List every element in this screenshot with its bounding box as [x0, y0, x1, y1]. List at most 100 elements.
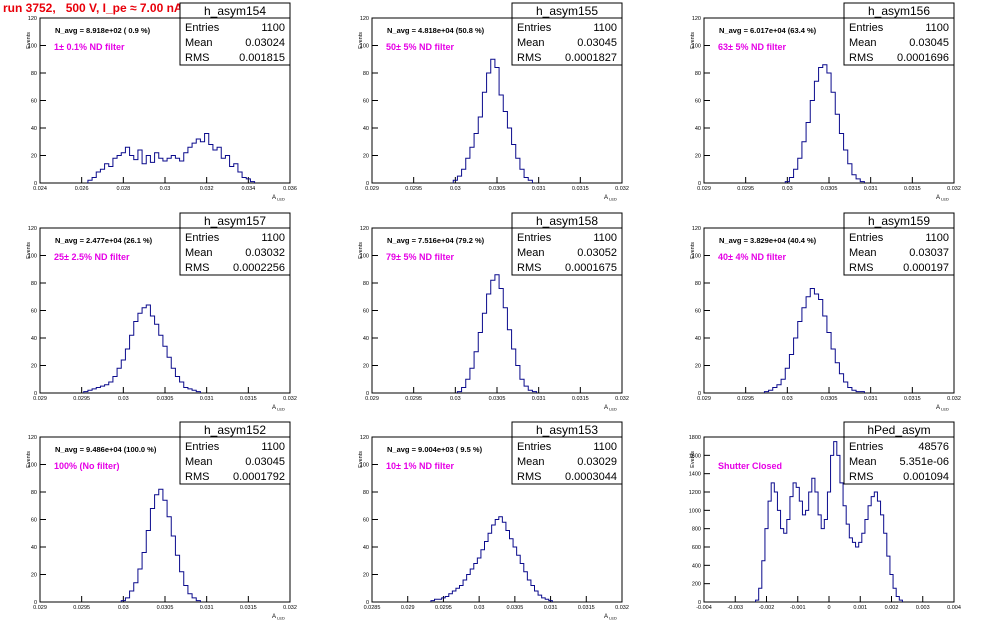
stats-rms-value: 0.0003044	[565, 471, 617, 483]
navg-label: N_avg = 2.477e+04 (26.1 %)	[55, 236, 153, 245]
stats-mean-label: Mean	[185, 247, 213, 259]
x-axis-subscript: LED	[608, 616, 617, 621]
stats-rms-label: RMS	[849, 471, 873, 483]
histogram-line	[784, 64, 865, 183]
stats-title: h_asym159	[868, 214, 930, 228]
stats-mean-value: 0.03045	[245, 456, 285, 468]
y-tick-label: 800	[692, 527, 701, 533]
stats-mean-label: Mean	[849, 37, 877, 49]
y-tick-label: 100	[360, 44, 369, 50]
x-tick-label: 0.034	[241, 186, 255, 192]
stats-entries-label: Entries	[185, 232, 220, 244]
stats-box	[511, 212, 623, 276]
y-tick-label: 1400	[689, 472, 701, 478]
histogram-panel-hPed_asym: 0 200 400 600 800 1000 1200 1400 1600 1800 -0.004 -…	[689, 421, 961, 611]
x-tick-label: 0.0315	[240, 605, 257, 611]
x-axis-subscript: LED	[276, 407, 285, 412]
x-tick-label: 0.031	[200, 605, 214, 611]
x-tick-label: -0.001	[790, 605, 806, 611]
stats-mean-value: 0.03037	[909, 247, 949, 259]
x-tick-label: 0.003	[916, 605, 930, 611]
y-axis-title: Events	[358, 32, 364, 49]
y-axis-title: Events	[26, 242, 32, 259]
x-tick-label: 0.03	[118, 396, 129, 402]
y-tick-label: 120	[360, 226, 369, 232]
stats-entries-value: 1100	[593, 22, 617, 34]
stats-entries-label: Entries	[185, 441, 220, 453]
stats-mean-label: Mean	[849, 247, 877, 259]
histogram-panel-h_asym153: 0 20 40 60 80 100 120 0.0285 0.029 0.0295 0.03 0.03…	[358, 421, 629, 621]
stats-mean-value: 0.03052	[577, 247, 617, 259]
y-tick-label: 100	[28, 254, 37, 260]
x-tick-label: 0.029	[697, 396, 711, 402]
navg-label: N_avg = 9.004e+03 ( 9.5 %)	[387, 445, 483, 454]
stats-entries-value: 48576	[918, 441, 949, 453]
stats-title: h_asym152	[204, 423, 266, 437]
x-tick-label: 0.0315	[578, 605, 595, 611]
x-tick-label: 0.0285	[364, 605, 381, 611]
stats-entries-label: Entries	[517, 232, 552, 244]
stats-entries-value: 1100	[593, 232, 617, 244]
y-tick-label: 80	[363, 71, 369, 77]
stats-rms-value: 0.000197	[903, 262, 949, 274]
y-tick-label: 40	[363, 336, 369, 342]
x-tick-label: 0.026	[75, 186, 89, 192]
stats-mean-value: 0.03024	[245, 37, 285, 49]
y-axis-title: Events	[690, 32, 696, 49]
x-tick-label: 0.0295	[737, 186, 754, 192]
y-tick-label: 60	[695, 309, 701, 315]
navg-label: N_avg = 9.486e+04 (100.0 %)	[55, 445, 157, 454]
x-tick-label: 0.0315	[904, 186, 921, 192]
x-tick-label: 0.002	[885, 605, 899, 611]
stats-entries-value: 1100	[925, 232, 949, 244]
y-tick-label: 60	[695, 99, 701, 105]
stats-rms-label: RMS	[185, 52, 209, 64]
x-tick-label: 0.03	[782, 396, 793, 402]
stats-mean-label: Mean	[517, 247, 545, 259]
stats-rms-value: 0.0001792	[233, 471, 285, 483]
x-tick-label: 0.0295	[737, 396, 754, 402]
y-tick-label: 1000	[689, 508, 701, 514]
x-axis-title: A LED	[936, 405, 949, 412]
x-axis-subscript: LED	[276, 197, 285, 202]
stats-box	[179, 2, 291, 66]
y-tick-label: 0	[366, 181, 369, 187]
x-tick-label: 0.031	[200, 396, 214, 402]
stats-entries-value: 1100	[261, 22, 285, 34]
y-tick-label: 40	[363, 545, 369, 551]
x-axis-title: A LED	[272, 405, 285, 412]
x-tick-label: -0.004	[696, 605, 712, 611]
histogram-panel-h_asym157: 0 20 40 60 80 100 120 0.029 0.0295 0.03 0.0305 0.03…	[26, 212, 297, 412]
stats-title: h_asym155	[536, 4, 598, 18]
y-tick-label: 120	[28, 435, 37, 441]
y-axis-title: Events	[358, 451, 364, 468]
filter-label: 1± 0.1% ND filter	[54, 42, 125, 52]
x-axis-title: A LED	[272, 195, 285, 202]
x-tick-label: 0.03	[118, 605, 129, 611]
y-tick-label: 400	[692, 563, 701, 569]
stats-mean-value: 5.351e-06	[899, 456, 949, 468]
x-tick-label: 0.0295	[405, 186, 422, 192]
y-tick-label: 40	[31, 336, 37, 342]
y-tick-label: 80	[363, 490, 369, 496]
y-tick-label: 20	[31, 364, 37, 370]
x-tick-label: 0.029	[365, 186, 379, 192]
stats-title: h_asym157	[204, 214, 266, 228]
navg-label: N_avg = 6.017e+04 (63.4 %)	[719, 26, 817, 35]
stats-title: hPed_asym	[867, 423, 930, 437]
stats-mean-label: Mean	[517, 37, 545, 49]
x-axis-subscript: LED	[608, 197, 617, 202]
y-tick-label: 60	[363, 309, 369, 315]
histogram-panel-h_asym154: 0 20 40 60 80 100 120 0.024 0.026 0.028 0.03 0.032 0…	[26, 2, 297, 202]
x-tick-label: 0.0305	[489, 396, 506, 402]
y-tick-label: 20	[363, 573, 369, 579]
stats-title: h_asym156	[868, 4, 930, 18]
histogram-panel-h_asym152: 0 20 40 60 80 100 120 0.029 0.0295 0.03 0.0305 0.03…	[26, 421, 297, 621]
stats-rms-value: 0.0001696	[897, 52, 949, 64]
stats-mean-value: 0.03029	[577, 456, 617, 468]
y-tick-label: 0	[698, 600, 701, 606]
x-axis-title: A LED	[604, 405, 617, 412]
x-axis-title: A LED	[604, 614, 617, 621]
y-axis-title: Events	[26, 451, 32, 468]
x-tick-label: 0.032	[615, 396, 629, 402]
